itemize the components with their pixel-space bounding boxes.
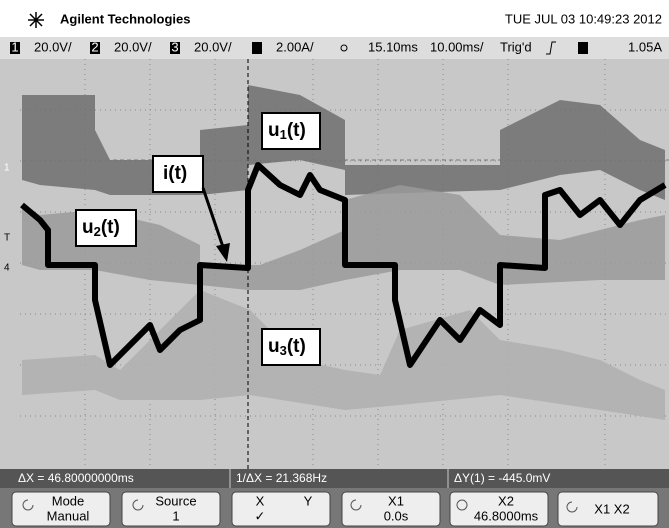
trigger-level: 1.05A <box>628 39 662 54</box>
softkey-value: 46.8000ms <box>474 508 539 523</box>
marker: T <box>4 233 10 244</box>
softkey-value: 0.0s <box>384 508 409 523</box>
softkey[interactable]: X1 0.0s <box>342 492 440 526</box>
softkey-value: ✓ <box>255 508 266 523</box>
scope-screen: Agilent Technologies TUE JUL 03 10:49:23… <box>0 0 669 528</box>
measurement: ΔX = 46.80000000ms <box>18 471 134 485</box>
softkey[interactable]: X1 X2 <box>558 492 658 526</box>
softkey-label: Mode <box>52 493 85 508</box>
marker: 1 <box>4 163 10 174</box>
current-scale: 2.00A/ <box>276 39 314 54</box>
channel-number: 2 <box>91 39 98 54</box>
marker: 4 <box>4 263 10 274</box>
channel-scale: 20.0V/ <box>194 39 232 54</box>
softkey-label: Source <box>155 493 196 508</box>
time-scale: 10.00ms/ <box>430 39 484 54</box>
u3-label: u3(t) <box>268 336 306 358</box>
i-label: i(t) <box>163 163 187 184</box>
softkey-label: Y <box>304 493 313 508</box>
softkey[interactable]: Source 1 <box>122 492 220 526</box>
logo <box>28 12 44 28</box>
datetime: TUE JUL 03 10:49:23 2012 <box>505 11 662 26</box>
trigger-source-icon <box>578 42 588 54</box>
brand: Agilent Technologies <box>60 11 191 26</box>
softkey[interactable]: Mode Manual <box>12 492 110 526</box>
channel-4-icon <box>252 42 262 54</box>
channel-scale: 20.0V/ <box>34 39 72 54</box>
softkey-value: Manual <box>47 508 90 523</box>
u2-label: u2(t) <box>82 217 120 239</box>
u1-label: u1(t) <box>268 120 306 142</box>
measurement: 1/ΔX = 21.368Hz <box>236 471 327 485</box>
measurement: ΔY(1) = -445.0mV <box>454 471 550 485</box>
softkey-label: X2 <box>498 493 514 508</box>
softkey-label: X <box>256 493 265 508</box>
softkey[interactable]: X Y ✓ <box>232 492 330 526</box>
trigger-state: Trig'd <box>500 39 532 54</box>
status-bar <box>0 37 669 59</box>
channel-scale: 20.0V/ <box>114 39 152 54</box>
softkey[interactable]: X2 46.8000ms <box>450 492 548 526</box>
channel-number: 3 <box>171 39 178 54</box>
softkey-value: 1 <box>172 508 179 523</box>
channel-number: 1 <box>11 39 18 54</box>
time-position: 15.10ms <box>368 39 418 54</box>
softkey-label: X1 X2 <box>594 501 629 516</box>
softkey-label: X1 <box>388 493 404 508</box>
